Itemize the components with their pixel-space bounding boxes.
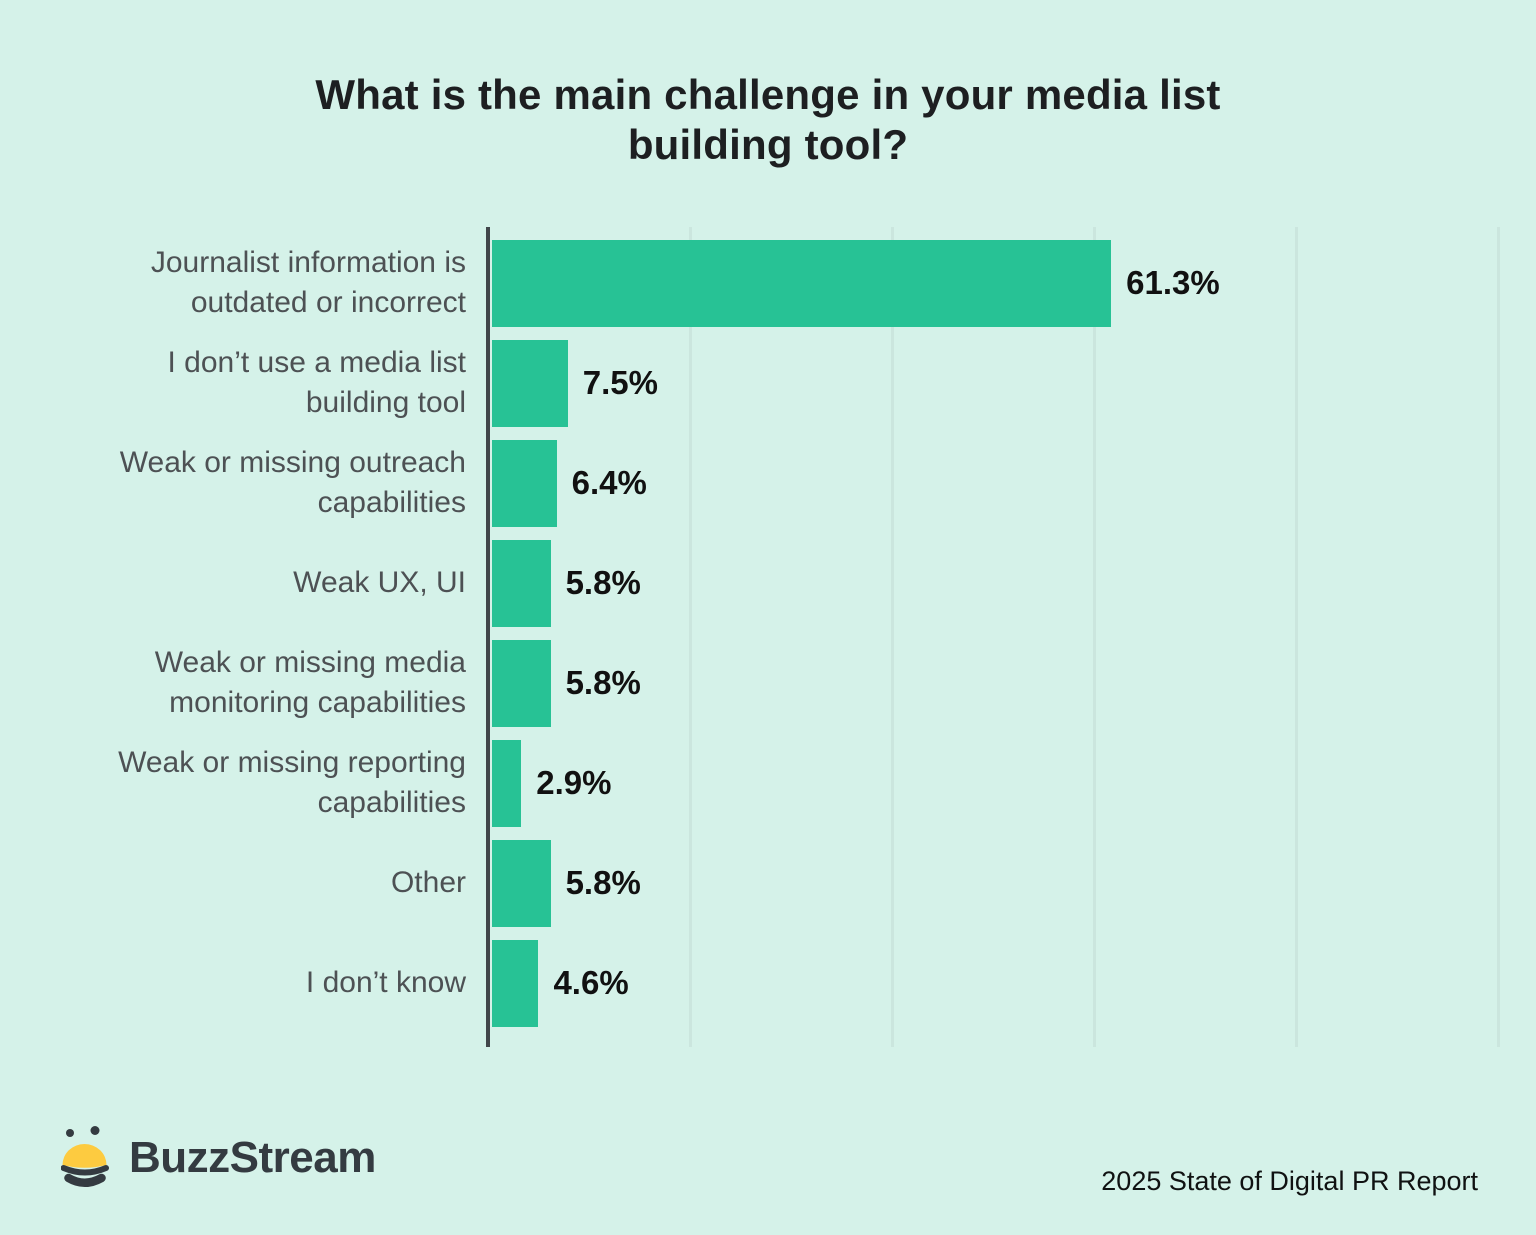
gridline: [689, 227, 692, 1047]
footer: BuzzStream 2025 State of Digital PR Repo…: [0, 1100, 1536, 1235]
value-label: 4.6%: [553, 964, 629, 1001]
category-label: Weak or missing outreach capabilities: [119, 446, 466, 519]
bar-row: Journalist information is outdated or in…: [0, 233, 1536, 333]
gridline: [891, 227, 894, 1047]
bar-chart: Journalist information is outdated or in…: [0, 227, 1536, 1047]
buzzstream-logo: BuzzStream: [61, 1126, 376, 1190]
chart-title-line2: building tool?: [627, 120, 909, 168]
value-label: 5.8%: [565, 864, 641, 901]
value-label: 5.8%: [565, 664, 641, 701]
gridline: [1093, 227, 1096, 1047]
category-label: Journalist information is outdated or in…: [150, 246, 466, 319]
report-credit: 2025 State of Digital PR Report: [1101, 1166, 1478, 1196]
bar-area: 2.9%: [486, 733, 1536, 833]
bee-icon: [61, 1126, 109, 1187]
bar-row: Other 5.8%: [0, 833, 1536, 933]
value-label: 5.8%: [565, 564, 641, 601]
bar: [492, 839, 551, 927]
category-label: I don’t know: [305, 966, 466, 1000]
gridline: [1497, 227, 1500, 1047]
bar-row: Weak or missing outreach capabilities 6.…: [0, 433, 1536, 533]
chart-title-line1: What is the main challenge in your media…: [315, 71, 1221, 118]
bar-area: 4.6%: [486, 933, 1536, 1033]
bar: [492, 539, 551, 627]
bar-row: Weak or missing reporting capabilities 2…: [0, 733, 1536, 833]
bar: [492, 239, 1112, 327]
value-label: 61.3%: [1126, 264, 1220, 301]
y-axis-line: [486, 227, 490, 1047]
value-label: 6.4%: [571, 464, 647, 501]
bar-row: I don’t use a media list building tool 7…: [0, 333, 1536, 433]
category-label: Other: [390, 866, 466, 900]
bar-rows: Journalist information is outdated or in…: [0, 233, 1536, 1033]
gridlines-layer: [488, 227, 1534, 1047]
category-label: Weak or missing media monitoring capabil…: [154, 646, 466, 719]
brand-name: BuzzStream: [129, 1133, 376, 1182]
bar: [492, 639, 551, 727]
bar-row: Weak or missing media monitoring capabil…: [0, 633, 1536, 733]
bar: [492, 339, 568, 427]
gridline: [1295, 227, 1298, 1047]
bar-area: 5.8%: [486, 833, 1536, 933]
category-label: Weak UX, UI: [293, 566, 466, 600]
category-label: I don’t use a media list building tool: [167, 346, 467, 419]
category-label: Weak or missing reporting capabilities: [118, 746, 466, 819]
bar: [492, 939, 539, 1027]
bar-row: I don’t know 4.6%: [0, 933, 1536, 1033]
value-label: 7.5%: [582, 364, 658, 401]
bar-area: 5.8%: [486, 633, 1536, 733]
bar-area: 7.5%: [486, 333, 1536, 433]
bar-row: Weak UX, UI 5.8%: [0, 533, 1536, 633]
bar: [492, 739, 522, 827]
bar: [492, 439, 557, 527]
chart-title: What is the main challenge in your media…: [0, 70, 1536, 170]
bar-area: 61.3%: [486, 233, 1536, 333]
bar-area: 5.8%: [486, 533, 1536, 633]
bar-area: 6.4%: [486, 433, 1536, 533]
value-label: 2.9%: [536, 764, 612, 801]
